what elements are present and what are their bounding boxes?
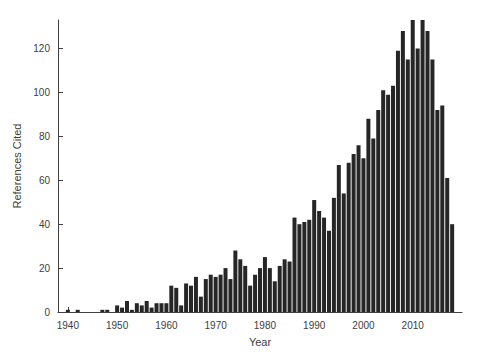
- svg-text:2000: 2000: [352, 320, 375, 331]
- svg-text:2010: 2010: [402, 320, 425, 331]
- svg-text:40: 40: [39, 219, 51, 230]
- svg-text:Year: Year: [249, 336, 272, 348]
- svg-text:1940: 1940: [57, 320, 80, 331]
- svg-text:100: 100: [33, 87, 50, 98]
- svg-text:20: 20: [39, 263, 51, 274]
- svg-text:1980: 1980: [254, 320, 277, 331]
- svg-text:References Cited: References Cited: [11, 124, 23, 209]
- svg-text:60: 60: [39, 175, 51, 186]
- svg-text:1950: 1950: [106, 320, 129, 331]
- svg-text:120: 120: [33, 43, 50, 54]
- svg-text:1970: 1970: [205, 320, 228, 331]
- svg-text:1990: 1990: [303, 320, 326, 331]
- svg-text:80: 80: [39, 131, 51, 142]
- svg-text:1960: 1960: [155, 320, 178, 331]
- svg-text:0: 0: [44, 307, 50, 318]
